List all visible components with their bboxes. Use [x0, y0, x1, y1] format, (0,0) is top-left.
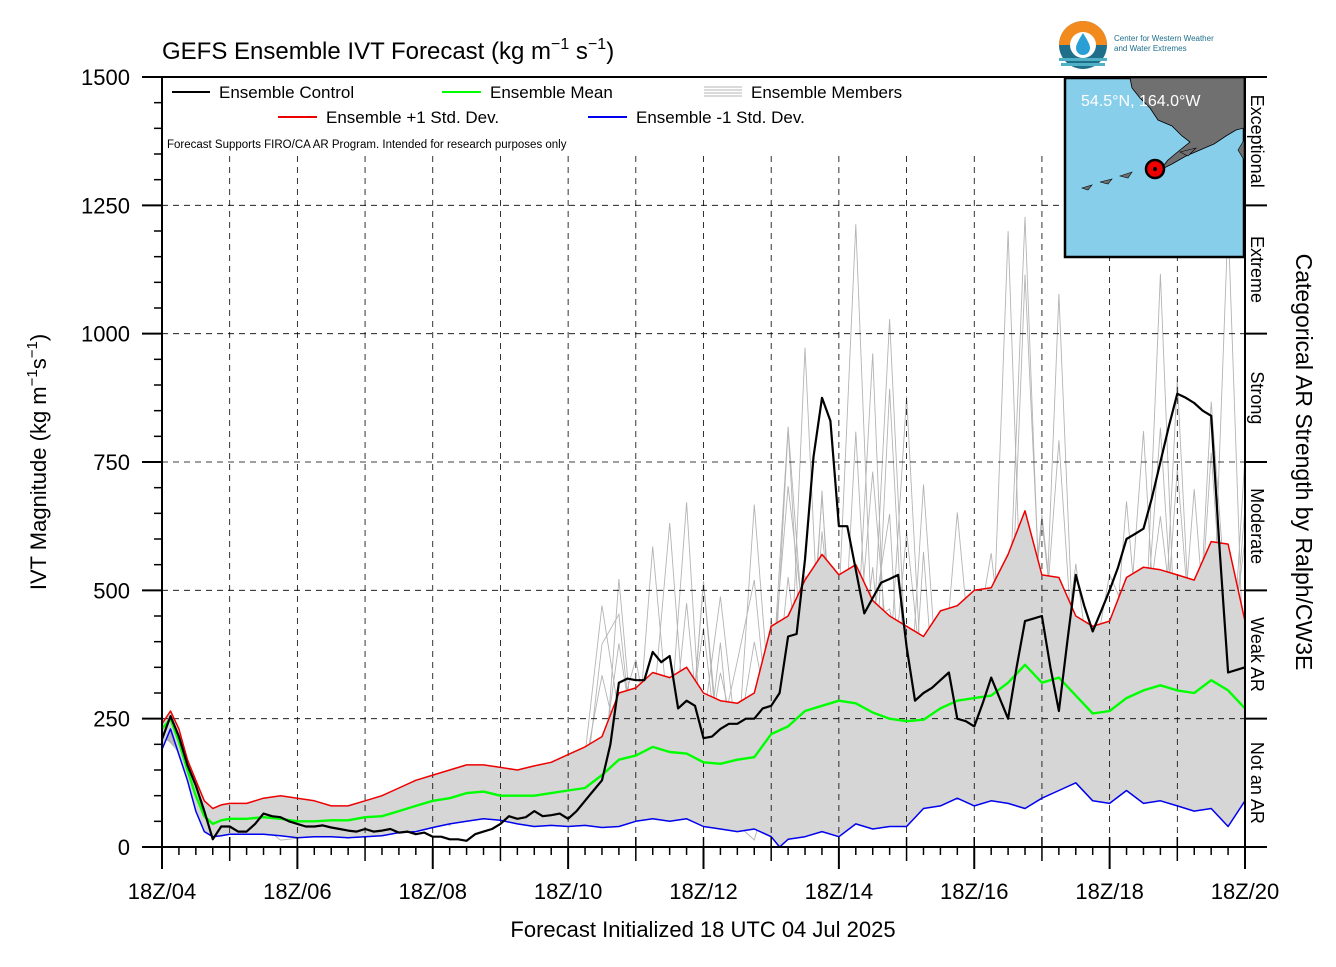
- minus-std-line: [161, 728, 1246, 848]
- right-axis-label: Categorical AR Strength by Ralph/CW3E: [1291, 254, 1317, 671]
- y-axis-label: IVT Magnitude (kg m−1s−1): [24, 334, 51, 590]
- category-label: Weak AR: [1247, 617, 1267, 692]
- y-tick-label: 250: [93, 707, 130, 732]
- category-label: Not an AR: [1247, 742, 1267, 824]
- x-tick-label: 18Z/10: [534, 879, 603, 904]
- x-tick-label: 18Z/04: [128, 879, 197, 904]
- y-tick-label: 1500: [81, 65, 130, 90]
- y-tick-label: 1000: [81, 322, 130, 347]
- x-tick-label: 18Z/16: [940, 879, 1009, 904]
- x-tick-label: 18Z/06: [263, 879, 332, 904]
- x-tick-label: 18Z/08: [399, 879, 468, 904]
- location-label: 54.5°N, 164.0°W: [1081, 93, 1201, 110]
- legend-plus-std: Ensemble +1 Std. Dev.: [326, 108, 499, 127]
- axes-layer: 0 250 500 750 1000 1250 1500 Not an AR Weak AR Mo…: [81, 65, 1279, 904]
- y-tick-label: 0: [118, 835, 130, 860]
- series-layer: [160, 392, 1246, 848]
- legend: Ensemble Control Ensemble Mean Ensemble …: [167, 83, 902, 151]
- legend-minus-std: Ensemble -1 Std. Dev.: [636, 108, 805, 127]
- y-tick-label: 750: [93, 450, 130, 475]
- disclaimer-text: Forecast Supports FIRO/CA AR Program. In…: [167, 139, 567, 151]
- legend-members: Ensemble Members: [751, 83, 902, 102]
- logo-line-2: and Water Extremes: [1114, 44, 1187, 53]
- x-tick-label: 18Z/20: [1211, 879, 1280, 904]
- x-tick-label: 18Z/18: [1075, 879, 1144, 904]
- logo-line-1: Center for Western Weather: [1114, 34, 1214, 43]
- x-tick-label: 18Z/12: [669, 879, 738, 904]
- chart-title: GEFS Ensemble IVT Forecast (kg m−1 s−1): [162, 36, 614, 65]
- legend-control: Ensemble Control: [219, 83, 354, 102]
- category-label: Strong: [1247, 371, 1267, 424]
- x-tick-label: 18Z/14: [805, 879, 874, 904]
- location-inset-map: 54.5°N, 164.0°W: [1063, 76, 1246, 259]
- legend-mean: Ensemble Mean: [490, 83, 613, 102]
- category-label: Exceptional: [1247, 95, 1267, 188]
- category-label: Extreme: [1247, 236, 1267, 303]
- x-axis-label: Forecast Initialized 18 UTC 04 Jul 2025: [510, 917, 895, 942]
- cw3e-logo: Center for Western Weather and Water Ext…: [1059, 21, 1214, 69]
- y-tick-label: 500: [93, 578, 130, 603]
- category-label: Moderate: [1247, 488, 1267, 564]
- plus-std-line: [161, 510, 1246, 810]
- ensemble-control-line: [160, 392, 1246, 842]
- y-tick-label: 1250: [81, 193, 130, 218]
